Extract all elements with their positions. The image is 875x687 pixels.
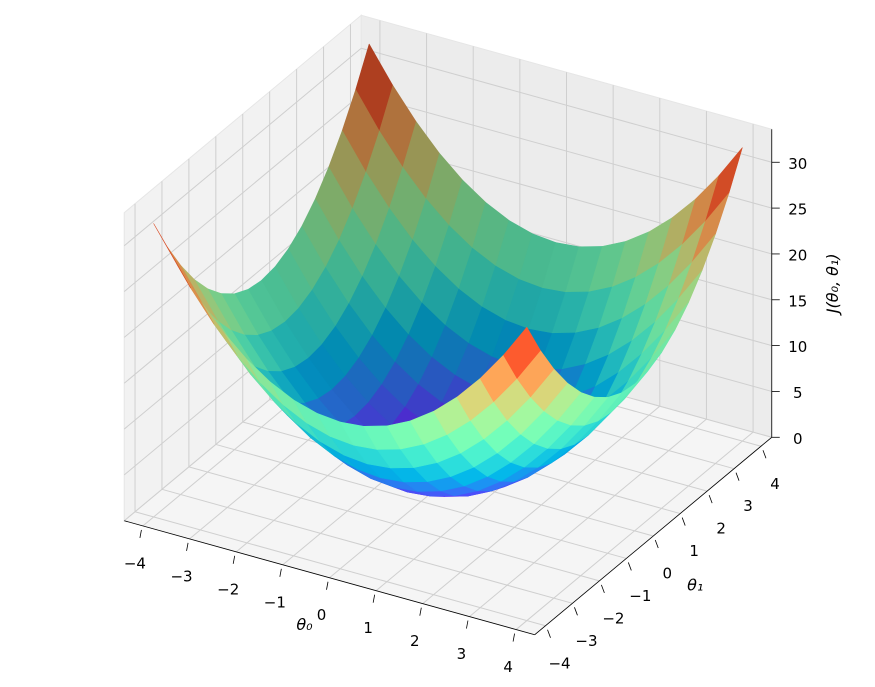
z-tick-label: 25	[788, 201, 807, 219]
surface-facet	[503, 326, 541, 379]
grid-line	[361, 93, 772, 209]
y-tick	[654, 539, 659, 549]
y-tick-label: −3	[575, 632, 597, 650]
grid-line	[188, 466, 600, 582]
y-tick	[762, 450, 767, 459]
y-tick-label: 3	[743, 497, 753, 515]
z-tick-label: 15	[788, 292, 807, 310]
x-tick-label: 1	[363, 619, 373, 637]
x-tick-label: −2	[217, 580, 239, 598]
x-tick	[186, 542, 189, 551]
x-tick-label: 3	[457, 645, 467, 663]
y-tick-label: 1	[689, 542, 699, 560]
x-tick-label: 0	[317, 606, 327, 624]
x-tick	[326, 581, 329, 590]
surface	[153, 43, 743, 497]
grid-line	[123, 139, 362, 338]
y-tick	[681, 517, 686, 526]
grid-line	[361, 47, 772, 163]
z-tick-label: 30	[788, 155, 807, 173]
grid-line	[134, 511, 546, 627]
z-tick-label: 5	[793, 384, 803, 402]
z-tick-label: 10	[788, 338, 807, 356]
y-tick	[735, 472, 740, 481]
x-tick-label: −1	[264, 593, 286, 611]
x-tick	[372, 594, 376, 603]
y-tick-label: −2	[602, 609, 624, 627]
z-axis-label: J(θ₀, θ₁)	[823, 253, 842, 316]
y-tick	[627, 562, 632, 571]
z-tick-label: 0	[793, 430, 803, 448]
grid-line	[123, 47, 362, 247]
x-axis-label: θ₀	[296, 615, 313, 634]
y-axis-label: θ₁	[687, 576, 703, 595]
x-tick-label: −4	[124, 554, 146, 572]
x-tick	[279, 568, 282, 577]
y-tick-label: −1	[629, 587, 651, 605]
grid-line	[161, 488, 573, 604]
y-tick	[547, 629, 551, 638]
y-tick-label: 4	[770, 475, 780, 493]
y-tick	[601, 584, 605, 594]
x-axis-line	[124, 520, 535, 636]
grid-line	[215, 443, 627, 559]
x-tick	[419, 607, 422, 616]
x-tick-label: −3	[170, 567, 192, 585]
y-axis-line	[534, 436, 773, 636]
x-tick-label: 4	[503, 658, 513, 676]
grid-line	[123, 93, 362, 292]
y-tick-label: −4	[548, 654, 570, 672]
z-tick-label: 20	[788, 246, 807, 264]
x-tick	[139, 529, 142, 538]
y-tick	[574, 607, 578, 616]
y-tick-label: 0	[662, 565, 672, 583]
y-tick-label: 2	[716, 520, 726, 538]
x-tick	[232, 555, 236, 564]
x-tick-label: 2	[410, 632, 420, 650]
y-tick	[708, 494, 713, 504]
x-tick	[512, 633, 515, 642]
surface-facet	[153, 223, 191, 288]
x-tick	[466, 620, 469, 629]
